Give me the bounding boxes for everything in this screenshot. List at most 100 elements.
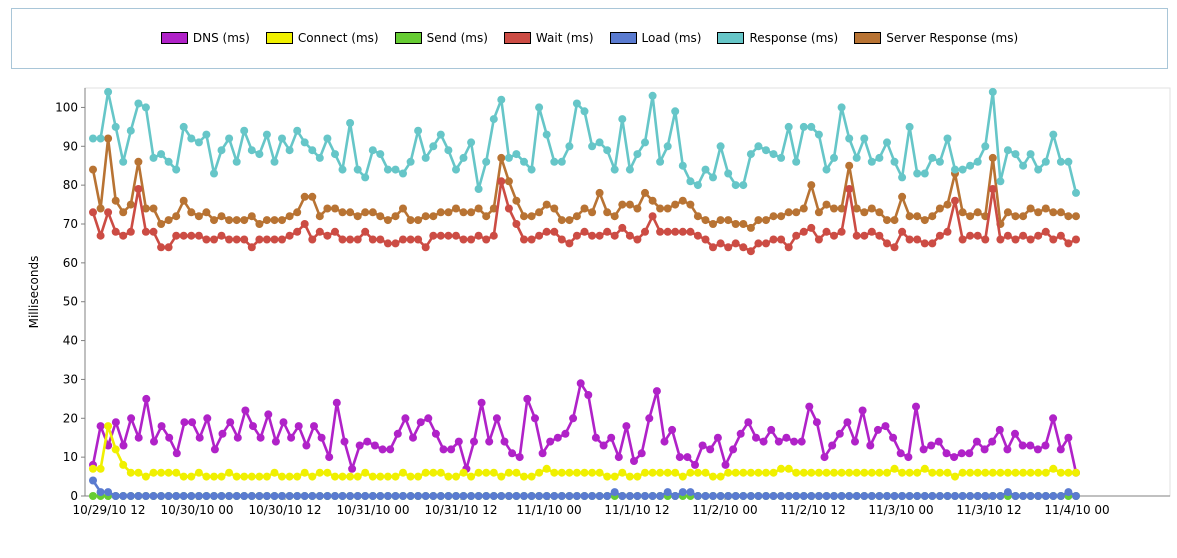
data-point — [202, 208, 211, 217]
data-point — [713, 433, 722, 442]
data-point — [217, 231, 226, 240]
data-point — [561, 429, 570, 438]
data-point — [812, 418, 821, 427]
data-point — [943, 134, 952, 143]
data-point — [648, 212, 657, 221]
data-point — [927, 441, 936, 450]
data-point — [754, 468, 763, 477]
data-point — [399, 169, 407, 178]
data-point — [557, 157, 566, 166]
data-point — [431, 429, 440, 438]
data-point — [474, 468, 483, 477]
data-point — [482, 235, 491, 244]
data-point — [188, 418, 197, 427]
data-point — [1026, 235, 1035, 244]
data-point — [951, 492, 959, 500]
data-point — [754, 239, 763, 248]
data-point — [805, 402, 814, 411]
data-point — [656, 492, 665, 500]
data-point — [890, 157, 899, 166]
data-point — [648, 492, 657, 500]
data-point — [731, 220, 740, 228]
data-point — [1072, 235, 1080, 244]
data-point — [89, 208, 97, 217]
data-point — [814, 468, 823, 477]
data-point — [706, 445, 715, 454]
data-point — [614, 453, 623, 462]
y-tick-label: 70 — [63, 217, 78, 231]
data-point — [1041, 492, 1050, 500]
data-point — [625, 200, 634, 209]
data-point — [875, 492, 884, 500]
y-tick-label: 30 — [63, 372, 78, 386]
data-point — [1011, 468, 1020, 477]
data-point — [429, 492, 438, 500]
data-point — [668, 425, 677, 434]
data-point — [134, 185, 143, 193]
data-point — [157, 220, 166, 228]
data-point — [1019, 468, 1028, 477]
data-point — [660, 437, 669, 446]
data-point — [603, 227, 612, 236]
data-point — [226, 418, 235, 427]
data-point — [565, 239, 574, 248]
data-point — [852, 153, 861, 162]
data-point — [973, 208, 982, 217]
data-point — [141, 472, 150, 481]
data-point — [898, 227, 907, 236]
data-point — [822, 200, 831, 209]
data-point — [762, 216, 770, 225]
data-point — [104, 134, 113, 143]
data-point — [421, 153, 430, 162]
data-point — [782, 433, 791, 442]
data-point — [958, 165, 967, 174]
data-point — [331, 150, 339, 159]
x-tick-label: 10/29/10 12 — [73, 503, 146, 517]
data-point — [542, 492, 551, 500]
data-point — [988, 153, 997, 162]
data-point — [739, 243, 748, 252]
data-point — [172, 449, 181, 458]
data-point — [752, 433, 760, 442]
data-point — [784, 243, 793, 252]
data-point — [210, 472, 218, 481]
data-point — [202, 492, 211, 500]
data-point — [890, 492, 899, 500]
data-point — [553, 433, 562, 442]
data-point — [406, 492, 415, 500]
data-point — [550, 227, 559, 236]
data-point — [641, 227, 649, 236]
data-point — [807, 223, 816, 232]
x-tick-label: 11/3/10 12 — [956, 503, 1021, 517]
data-point — [693, 212, 702, 221]
data-point — [194, 212, 203, 221]
data-point — [179, 472, 188, 481]
data-point — [637, 449, 646, 458]
data-point — [852, 204, 861, 213]
legend-label: Send (ms) — [426, 31, 488, 45]
data-point — [378, 445, 387, 454]
data-point — [671, 227, 680, 236]
data-point — [444, 492, 453, 500]
data-point — [515, 453, 524, 462]
data-point — [308, 192, 317, 201]
data-point — [225, 235, 234, 244]
data-point — [406, 216, 415, 225]
data-point — [126, 200, 135, 209]
data-point — [279, 418, 288, 427]
data-point — [134, 468, 143, 477]
data-point — [247, 472, 256, 481]
data-point — [814, 208, 823, 217]
data-point — [981, 235, 990, 244]
data-point — [943, 468, 952, 477]
data-point — [919, 445, 928, 454]
data-point — [701, 468, 710, 477]
data-point — [973, 231, 982, 240]
data-point — [444, 146, 453, 155]
data-point — [149, 492, 158, 500]
data-point — [595, 468, 604, 477]
data-point — [391, 165, 400, 174]
data-point — [338, 492, 347, 500]
data-point — [572, 212, 581, 221]
data-point — [633, 235, 642, 244]
